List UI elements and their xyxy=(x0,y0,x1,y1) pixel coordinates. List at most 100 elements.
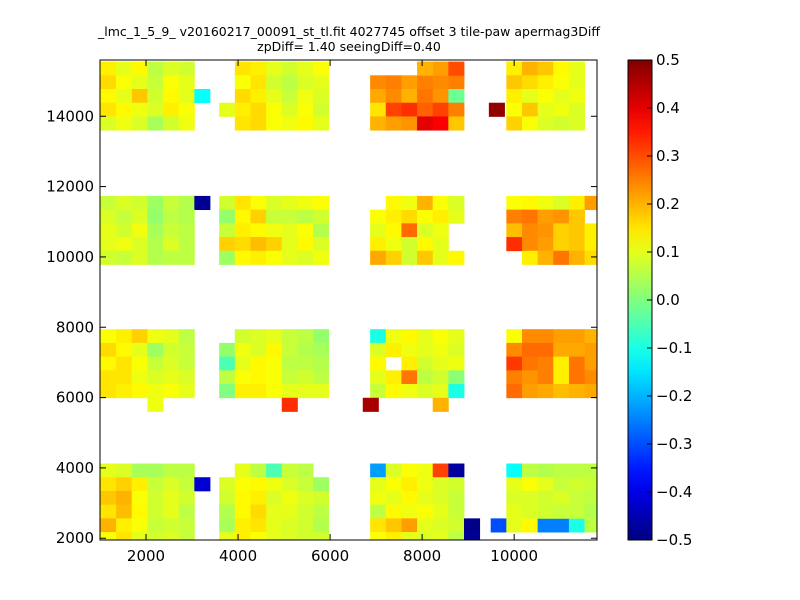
heatmap-cell xyxy=(100,61,117,76)
heatmap-cell xyxy=(250,223,267,238)
heatmap-cell xyxy=(266,342,283,358)
heatmap-cell xyxy=(553,518,570,533)
heatmap-cell xyxy=(116,490,133,506)
heatmap-cell xyxy=(417,209,434,224)
heatmap-cell xyxy=(401,329,418,344)
heatmap-cell xyxy=(131,223,148,238)
heatmap-cell xyxy=(297,490,314,506)
heatmap-cell xyxy=(250,518,267,533)
heatmap-cell xyxy=(297,116,314,131)
heatmap-cell xyxy=(147,490,164,506)
heatmap-cell xyxy=(370,356,387,371)
heatmap-cell xyxy=(385,518,402,533)
heatmap-cell xyxy=(250,504,267,519)
heatmap-cell xyxy=(131,477,148,492)
heatmap-cell xyxy=(250,342,267,358)
heatmap-cell xyxy=(147,370,164,385)
heatmap-cell xyxy=(266,195,283,211)
heatmap-cell xyxy=(297,102,314,117)
heatmap-cell xyxy=(219,223,236,238)
heatmap-cell xyxy=(266,250,283,265)
colorbar-tick-label: −0.5 xyxy=(656,531,692,549)
heatmap-cell xyxy=(163,477,180,492)
heatmap-cell xyxy=(401,342,418,358)
heatmap-cell xyxy=(448,89,465,104)
heatmap-cell xyxy=(297,250,314,265)
heatmap-cell xyxy=(568,75,585,90)
heatmap-cell xyxy=(537,209,554,224)
heatmap-cell xyxy=(250,356,267,371)
heatmap-cell xyxy=(116,518,133,533)
heatmap-cell xyxy=(490,518,507,533)
heatmap-cell xyxy=(147,250,164,265)
heatmap-cell xyxy=(521,384,539,399)
y-tick-label: 14000 xyxy=(46,107,94,125)
heatmap-cell xyxy=(131,209,148,224)
heatmap-cell xyxy=(281,209,298,224)
heatmap-cell xyxy=(506,518,523,533)
heatmap-cell xyxy=(147,532,164,540)
heatmap-cell xyxy=(417,384,434,399)
heatmap-cell xyxy=(297,75,314,90)
heatmap-cell xyxy=(116,209,133,224)
y-tick-label: 6000 xyxy=(56,389,94,407)
heatmap-cell xyxy=(521,102,539,117)
heatmap-cell xyxy=(313,250,330,265)
heatmap-cell xyxy=(401,463,418,478)
heatmap-cell xyxy=(401,250,418,265)
heatmap-cell xyxy=(401,532,418,540)
heatmap-cell xyxy=(100,209,117,224)
heatmap-cell xyxy=(553,463,570,478)
heatmap-cell xyxy=(553,384,570,399)
heatmap-cell xyxy=(281,532,298,540)
heatmap-cell xyxy=(506,209,523,224)
heatmap-cell xyxy=(521,209,539,224)
heatmap-cell xyxy=(234,195,251,211)
heatmap-cell xyxy=(385,329,402,344)
heatmap-cell xyxy=(219,490,236,506)
colorbar-tick-label: 0.1 xyxy=(656,243,680,261)
heatmap-cell xyxy=(432,329,449,344)
heatmap-cell xyxy=(266,518,283,533)
heatmap-cell xyxy=(464,518,481,533)
heatmap-cell xyxy=(584,356,597,371)
heatmap-cell xyxy=(147,61,164,76)
heatmap-cell xyxy=(281,518,298,533)
heatmap-cell xyxy=(506,75,523,90)
heatmap-cell xyxy=(234,342,251,358)
heatmap-cell xyxy=(313,75,330,90)
heatmap-cell xyxy=(219,195,236,211)
heatmap-cell xyxy=(266,384,283,399)
heatmap-cell xyxy=(537,195,554,211)
heatmap-cell xyxy=(568,102,585,117)
heatmap-cell xyxy=(521,477,539,492)
heatmap-cell xyxy=(163,356,180,371)
heatmap-cell xyxy=(448,102,465,117)
heatmap-cell xyxy=(194,195,211,211)
heatmap-cell xyxy=(521,116,539,131)
heatmap-cell xyxy=(131,518,148,533)
heatmap-cell xyxy=(385,504,402,519)
heatmap-cell xyxy=(401,384,418,399)
heatmap-cell xyxy=(521,370,539,385)
heatmap-cell xyxy=(537,250,554,265)
heatmap-cell xyxy=(417,356,434,371)
heatmap-cell xyxy=(266,61,283,76)
heatmap-cell xyxy=(100,329,117,344)
heatmap-cell xyxy=(219,518,236,533)
heatmap-cell xyxy=(266,237,283,252)
heatmap-cell xyxy=(281,116,298,131)
heatmap-cell xyxy=(297,195,314,211)
heatmap-cell xyxy=(448,370,465,385)
heatmap-cell xyxy=(448,518,465,533)
heatmap-cell xyxy=(178,342,195,358)
heatmap-cell xyxy=(370,342,387,358)
heatmap-cell xyxy=(537,370,554,385)
heatmap-cell xyxy=(521,504,539,519)
heatmap-cell xyxy=(401,356,418,371)
heatmap-cell xyxy=(147,477,164,492)
heatmap-cell xyxy=(537,490,554,506)
heatmap-cell xyxy=(250,195,267,211)
heatmap-cell xyxy=(178,463,195,478)
heatmap-cell xyxy=(178,116,195,131)
